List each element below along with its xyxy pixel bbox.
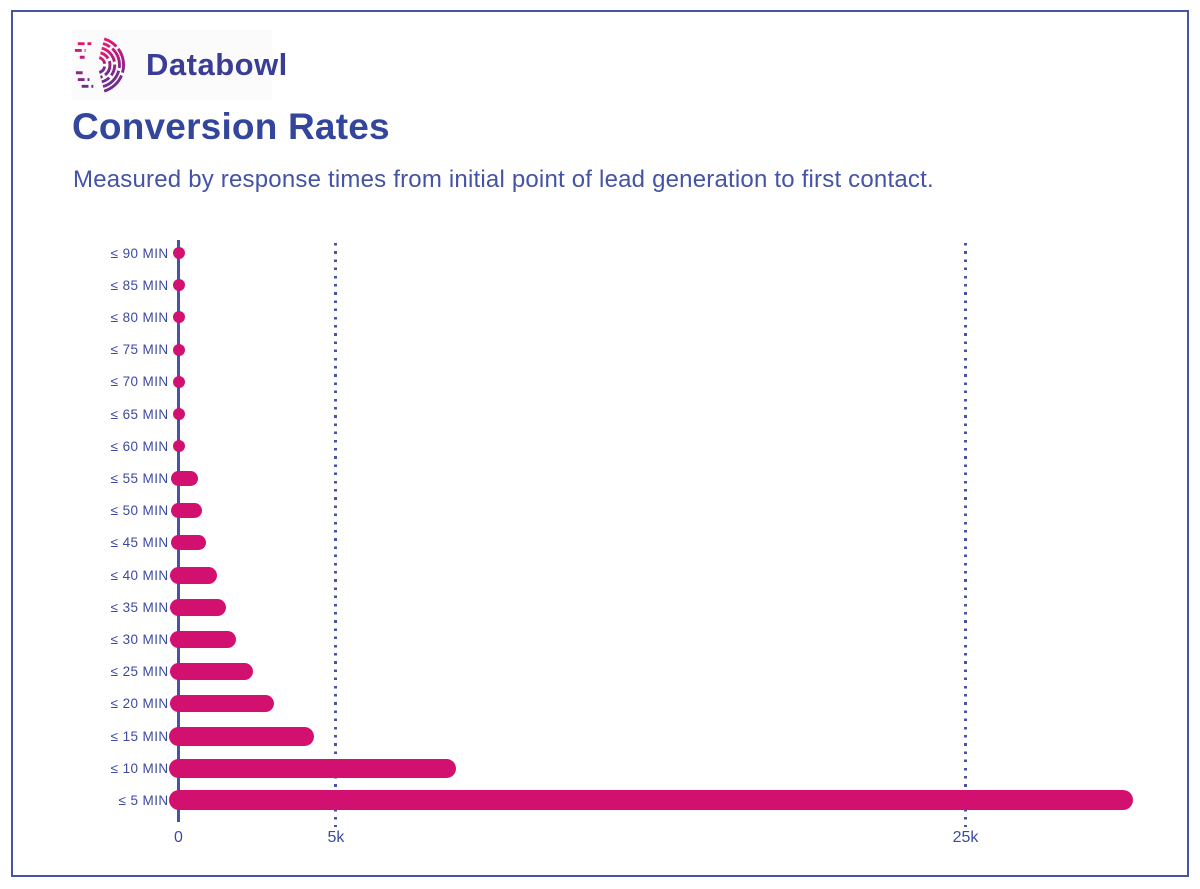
y-label-le-5-min: ≤ 5 MIN [118,792,169,808]
databowl-arc-d-icon [72,33,134,97]
bar-le-45-min [171,535,207,551]
bar-le-90-min [172,247,185,259]
x-tick-5k: 5k [327,829,345,846]
gridline-25k [964,243,967,827]
bar-le-55-min [171,470,198,486]
bar-le-5-min [168,790,1133,811]
x-tick-0: 0 [174,829,183,846]
bar-le-70-min [172,375,185,388]
y-label-le-70-min: ≤ 70 MIN [110,374,169,390]
x-axis-zero-line [177,240,180,822]
bar-le-85-min [172,279,185,292]
bar-le-40-min [170,566,217,584]
y-label-le-45-min: ≤ 45 MIN [110,535,169,551]
databowl-logo: Databowl [72,30,287,100]
bar-le-35-min [170,598,227,616]
gridline-5k [334,243,338,827]
bar-le-20-min [170,695,274,713]
y-label-le-55-min: ≤ 55 MIN [110,470,169,486]
y-label-le-40-min: ≤ 40 MIN [110,567,169,583]
y-label-le-25-min: ≤ 25 MIN [110,664,169,680]
y-label-le-85-min: ≤ 85 MIN [110,277,169,293]
bar-le-25-min [170,663,254,681]
bar-le-75-min [172,343,185,356]
bar-le-65-min [172,408,185,420]
bar-le-60-min [172,440,185,453]
page-title: Conversion Rates [72,106,390,147]
y-label-le-30-min: ≤ 30 MIN [110,631,169,647]
y-label-le-10-min: ≤ 10 MIN [110,760,169,776]
x-tick-25k: 25k [952,829,979,846]
y-label-le-80-min: ≤ 80 MIN [110,309,169,325]
bar-le-50-min [171,503,202,519]
y-label-le-75-min: ≤ 75 MIN [110,342,169,358]
brand-wordmark: Databowl [146,47,288,82]
y-label-le-20-min: ≤ 20 MIN [110,696,169,712]
bar-le-15-min [169,726,314,746]
y-label-le-35-min: ≤ 35 MIN [110,599,169,615]
y-label-le-60-min: ≤ 60 MIN [110,438,169,454]
y-label-le-15-min: ≤ 15 MIN [110,728,169,744]
y-label-le-90-min: ≤ 90 MIN [110,245,169,261]
bar-le-30-min [170,630,236,648]
y-label-le-50-min: ≤ 50 MIN [110,503,169,519]
bar-le-80-min [172,311,185,324]
y-label-le-65-min: ≤ 65 MIN [110,406,169,422]
bar-le-10-min [169,758,456,778]
page-subtitle: Measured by response times from initial … [73,166,934,193]
